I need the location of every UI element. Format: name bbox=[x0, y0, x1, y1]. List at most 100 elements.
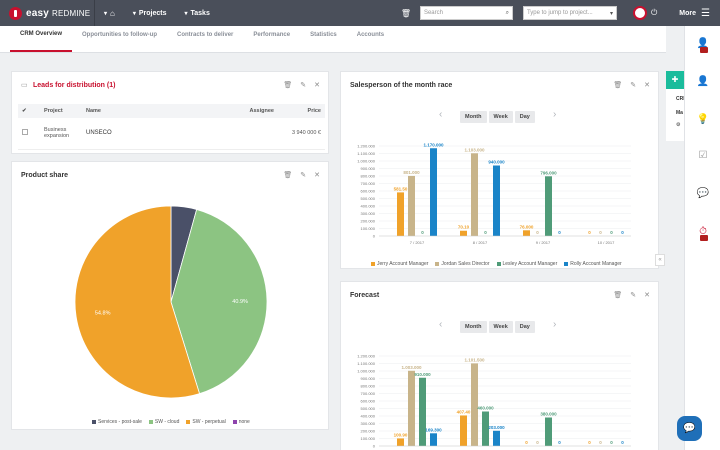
nav-tasks[interactable]: ▾ Tasks bbox=[176, 10, 219, 17]
col-check[interactable]: ✔ bbox=[18, 104, 40, 118]
delete-icon[interactable]: 🗑 bbox=[283, 172, 293, 179]
chat-search-icon[interactable]: 💬 bbox=[696, 188, 710, 199]
y-tick-label: 0 bbox=[373, 234, 376, 239]
edit-icon[interactable]: ✎ bbox=[300, 172, 307, 179]
close-icon[interactable]: ✕ bbox=[314, 172, 320, 179]
nav-projects[interactable]: ▾ Projects bbox=[124, 10, 176, 17]
chevron-down-icon: ▾ bbox=[609, 10, 613, 17]
legend-item[interactable]: Lesley Account Manager bbox=[496, 261, 557, 267]
next-arrow-icon[interactable]: › bbox=[553, 319, 557, 330]
row-project[interactable]: Business expansion bbox=[40, 118, 82, 150]
more-menu-label[interactable]: More bbox=[679, 9, 697, 17]
y-tick-label: 100.000 bbox=[361, 436, 376, 441]
user-icon[interactable]: 👤 bbox=[696, 76, 710, 87]
chat-icon[interactable]: 💬 bbox=[677, 416, 702, 441]
row-name[interactable]: UNSECO bbox=[82, 118, 222, 150]
pie-slice bbox=[74, 205, 201, 399]
logo-icon bbox=[9, 6, 22, 20]
app-logo[interactable]: easy REDMINE bbox=[0, 0, 95, 26]
row-checkbox[interactable] bbox=[22, 129, 28, 136]
y-tick-label: 800.000 bbox=[361, 384, 376, 389]
col-price[interactable]: Price bbox=[278, 104, 325, 118]
avatar[interactable] bbox=[632, 6, 647, 20]
prev-arrow-icon[interactable]: ‹ bbox=[439, 319, 443, 330]
tab-contracts[interactable]: Contracts to deliver bbox=[177, 31, 234, 38]
hamburger-icon[interactable]: ☰ bbox=[701, 7, 710, 19]
tab-opportunities[interactable]: Opportunities to follow-up bbox=[82, 31, 158, 38]
week-button[interactable]: Week bbox=[488, 111, 513, 123]
pie-data-label: 54.8% bbox=[95, 310, 111, 316]
close-icon[interactable]: ✕ bbox=[644, 82, 650, 89]
table-header-row: ✔ Project Name Assignee Price bbox=[18, 104, 325, 118]
tab-accounts[interactable]: Accounts bbox=[356, 31, 385, 38]
legend-item[interactable]: SW - cloud bbox=[148, 419, 179, 425]
bar-data-label: 1.101.500 bbox=[464, 357, 485, 362]
y-tick-label: 600.000 bbox=[361, 189, 376, 194]
bar-data-label: 0 bbox=[621, 440, 624, 445]
prev-arrow-icon[interactable]: ‹ bbox=[439, 109, 443, 120]
lightbulb-icon[interactable]: 💡 bbox=[696, 114, 710, 125]
tab-statistics[interactable]: Statistics bbox=[310, 31, 337, 38]
checklist-icon[interactable]: ☑ bbox=[698, 150, 708, 161]
bar-data-label: 910.000 bbox=[414, 372, 431, 377]
add-icon[interactable]: ✚ bbox=[666, 71, 684, 89]
legend-item[interactable]: Jerry Account Manager bbox=[371, 261, 428, 267]
next-arrow-icon[interactable]: › bbox=[553, 109, 557, 120]
tab-performance[interactable]: Performance bbox=[253, 31, 291, 38]
day-button[interactable]: Day bbox=[514, 111, 535, 123]
bar bbox=[397, 438, 404, 446]
legend-item[interactable]: Rolly Account Manager bbox=[564, 261, 622, 267]
y-tick-label: 300.000 bbox=[361, 211, 376, 216]
delete-icon[interactable]: 🗑 bbox=[283, 82, 293, 89]
bar bbox=[408, 175, 415, 236]
legend-item[interactable]: SW - perpetual bbox=[186, 419, 226, 425]
bar-data-label: 581.50 bbox=[394, 186, 408, 191]
close-icon[interactable]: ✕ bbox=[314, 82, 320, 89]
jump-to-project-select[interactable]: Type to jump to project... ▾ bbox=[522, 6, 617, 20]
bar-data-label: 70.10 bbox=[458, 225, 470, 230]
gear-icon[interactable]: ⚙ bbox=[676, 122, 681, 128]
week-button[interactable]: Week bbox=[488, 321, 513, 333]
edit-icon[interactable]: ✎ bbox=[300, 82, 307, 89]
edit-icon[interactable]: ✎ bbox=[630, 82, 637, 89]
bar-data-label: 1.170.000 bbox=[423, 142, 444, 147]
legend-item[interactable]: Jordan Sales Director bbox=[435, 261, 490, 267]
collapse-sidebar-button[interactable]: « bbox=[655, 254, 665, 266]
edit-icon[interactable]: ✎ bbox=[630, 292, 637, 299]
chevron-down-icon: ▾ bbox=[132, 10, 136, 17]
month-button[interactable]: Month bbox=[460, 321, 487, 333]
y-tick-label: 300.000 bbox=[361, 421, 376, 426]
col-assignee[interactable]: Assignee bbox=[222, 104, 278, 118]
table-row[interactable]: Business expansion UNSECO 3 940 000 € bbox=[18, 118, 325, 150]
product-share-legend: Services - post-sale SW - cloud SW - per… bbox=[92, 419, 250, 425]
month-button[interactable]: Month bbox=[460, 111, 487, 123]
legend-item[interactable]: none bbox=[232, 419, 250, 425]
legend-item[interactable]: Services - post-sale bbox=[92, 419, 142, 425]
y-tick-label: 600.000 bbox=[361, 399, 376, 404]
y-tick-label: 700.000 bbox=[361, 391, 376, 396]
bar bbox=[471, 363, 478, 446]
search-input[interactable]: Search ⌕ bbox=[419, 6, 513, 20]
salesperson-title: Salesperson of the month race bbox=[350, 82, 453, 89]
leads-title[interactable]: Leads for distribution (1) bbox=[33, 82, 116, 89]
bar-data-label: 0 bbox=[558, 230, 561, 235]
day-button[interactable]: Day bbox=[514, 321, 535, 333]
bar-data-label: 460.000 bbox=[477, 406, 494, 411]
tab-crm-overview[interactable]: CRM Overview bbox=[10, 25, 73, 52]
trash-icon[interactable]: 🗑 bbox=[400, 8, 411, 18]
col-name[interactable]: Name bbox=[82, 104, 222, 118]
delete-icon[interactable]: 🗑 bbox=[613, 292, 623, 299]
nav-home[interactable]: ▾ ⌂ bbox=[95, 9, 124, 18]
search-icon[interactable]: ⌕ bbox=[505, 9, 509, 16]
bar bbox=[482, 411, 489, 446]
bar bbox=[460, 230, 467, 236]
bar bbox=[460, 415, 467, 446]
col-project[interactable]: Project bbox=[40, 104, 82, 118]
y-tick-label: 900.000 bbox=[361, 376, 376, 381]
delete-icon[interactable]: 🗑 bbox=[613, 82, 623, 89]
timer-icon[interactable]: ⏱ bbox=[695, 226, 711, 242]
close-icon[interactable]: ✕ bbox=[644, 292, 650, 299]
power-icon[interactable]: ⏻ bbox=[650, 8, 658, 17]
bar bbox=[493, 430, 500, 446]
user-alert-icon[interactable]: 👤 bbox=[695, 38, 711, 54]
